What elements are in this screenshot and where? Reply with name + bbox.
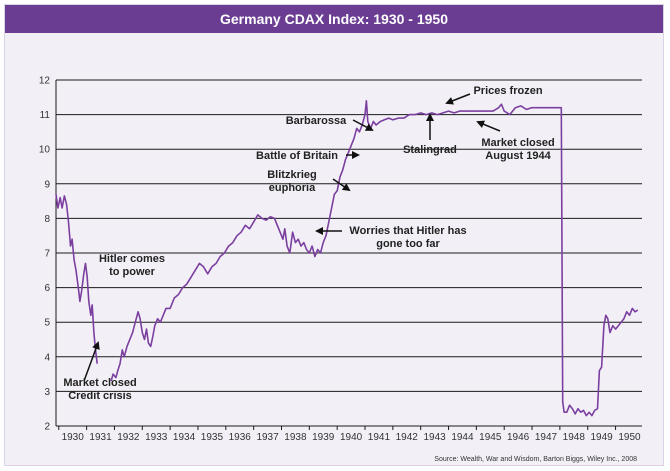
x-tick-label-1930: 1930: [62, 432, 85, 443]
x-tick-labels: 1930 1931 1932 1933 1934 1935 1936 1937 1938 1939…: [58, 426, 641, 443]
annotation-5-line-2: euphoria: [269, 182, 316, 194]
x-tick-label-1942: 1942: [396, 432, 419, 443]
x-tick-label-1933: 1933: [145, 432, 168, 443]
x-tick-label-1950: 1950: [618, 432, 641, 443]
x-tick-label-1941: 1941: [368, 432, 391, 443]
grid-lines: [55, 79, 642, 427]
series-line-segment-1: [55, 194, 98, 364]
series-line-segment-2: [110, 100, 639, 417]
annotation-5-line-1: Blitzkrieg: [267, 169, 317, 181]
annotation-4-line-1: Battle of Britain: [256, 150, 338, 162]
y-tick-label-9: 9: [44, 179, 50, 190]
annotation-8-line-1: Prices frozen: [473, 85, 542, 97]
annotation-6-line-2: gone too far: [376, 238, 440, 250]
annotation-arrows: [83, 93, 501, 382]
x-tick-label-1946: 1946: [507, 432, 530, 443]
annotation-6: Worries that Hitler has gone too far: [349, 225, 466, 250]
annotation-5: Blitzkrieg euphoria: [267, 169, 317, 194]
x-tick-label-1935: 1935: [201, 432, 224, 443]
y-tick-label-5: 5: [44, 318, 50, 329]
x-tick-label-1937: 1937: [256, 432, 279, 443]
x-tick-label-1934: 1934: [173, 432, 196, 443]
x-tick-label-1948: 1948: [563, 432, 586, 443]
x-tick-label-1938: 1938: [284, 432, 307, 443]
annotation-arrow-5: [332, 178, 351, 192]
y-tick-label-6: 6: [44, 283, 50, 294]
annotation-2: Market closed Credit crisis: [63, 377, 136, 402]
annotation-7-line-1: Stalingrad: [403, 144, 457, 156]
annotation-9-line-2: August 1944: [485, 150, 551, 162]
x-tick-label-1940: 1940: [340, 432, 363, 443]
x-tick-label-1947: 1947: [535, 432, 558, 443]
x-tick-label-1932: 1932: [117, 432, 140, 443]
annotation-2-line-1: Market closed: [63, 377, 136, 389]
y-tick-label-10: 10: [39, 145, 51, 156]
annotation-arrow-2: [83, 341, 100, 382]
x-tick-label-1945: 1945: [479, 432, 502, 443]
chart-panel: [5, 33, 663, 465]
y-tick-label-3: 3: [44, 387, 50, 398]
x-tick-label-1939: 1939: [312, 432, 335, 443]
series-layer: [55, 100, 639, 417]
annotation-8: Prices frozen: [473, 85, 542, 97]
annotation-9: Market closed August 1944: [481, 137, 554, 162]
y-tick-labels: 2 3 4 5 6 7 8 9 10 11 12: [39, 76, 51, 433]
annotation-arrow-8: [445, 93, 471, 105]
chart-title: Germany CDAX Index: 1930 - 1950: [5, 5, 663, 33]
source-note: Source: Wealth, War and Wisdom, Barton B…: [434, 456, 637, 463]
annotation-6-line-1: Worries that Hitler has: [349, 225, 466, 237]
annotation-9-line-1: Market closed: [481, 137, 554, 149]
annotation-2-line-2: Credit crisis: [68, 390, 132, 402]
y-tick-label-8: 8: [44, 214, 50, 225]
annotation-1-line-2: to power: [109, 266, 156, 278]
y-tick-label-7: 7: [44, 249, 50, 260]
annotation-3: Barbarossa: [286, 115, 347, 127]
annotation-3-line-1: Barbarossa: [286, 115, 347, 127]
x-tick-label-1949: 1949: [591, 432, 614, 443]
annotation-arrow-9: [476, 120, 501, 132]
x-tick-label-1931: 1931: [89, 432, 112, 443]
y-tick-label-4: 4: [44, 352, 50, 363]
annotation-7: Stalingrad: [403, 144, 457, 156]
x-tick-label-1943: 1943: [423, 432, 446, 443]
y-tick-label-12: 12: [39, 76, 51, 87]
y-tick-label-11: 11: [40, 110, 51, 121]
chart-frame: Germany CDAX Index: 1930 - 1950: [4, 4, 664, 466]
annotation-1: Hitler comes to power: [99, 253, 165, 278]
annotation-4: Battle of Britain: [256, 150, 338, 162]
annotation-1-line-1: Hitler comes: [99, 253, 165, 265]
x-tick-label-1936: 1936: [229, 432, 252, 443]
x-tick-label-1944: 1944: [451, 432, 474, 443]
annotation-arrow-3: [352, 119, 374, 131]
y-tick-label-2: 2: [44, 422, 50, 433]
